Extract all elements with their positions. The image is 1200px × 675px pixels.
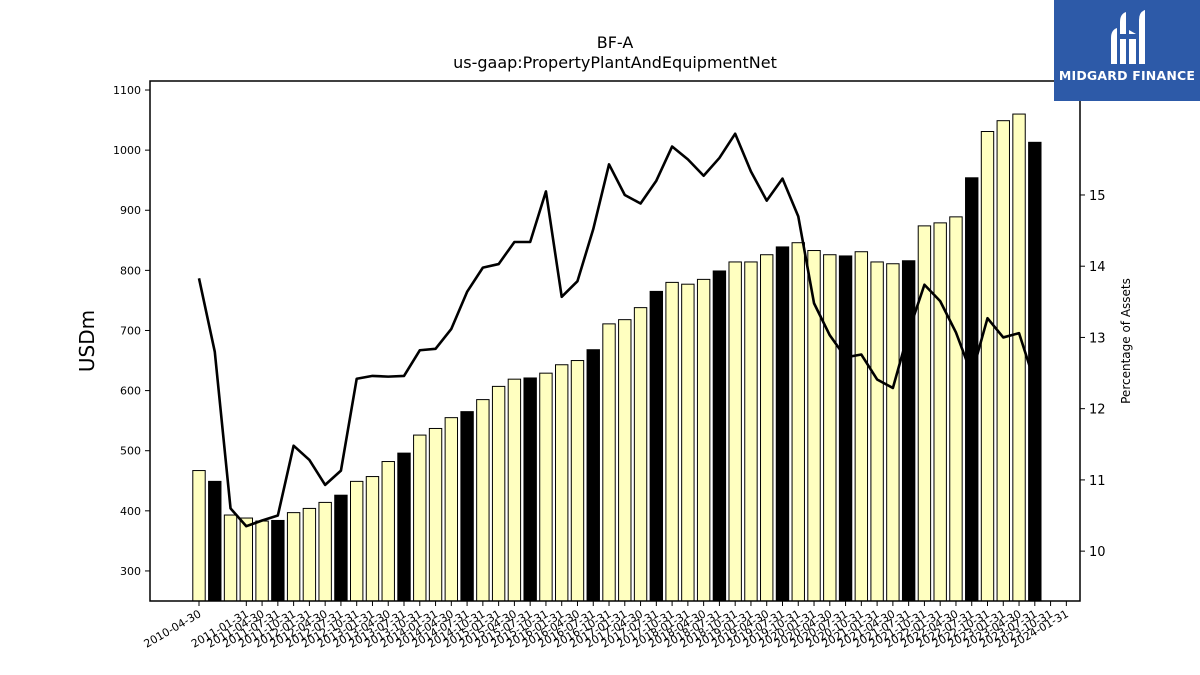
bar	[712, 270, 727, 602]
plot-frame	[149, 80, 1081, 602]
bar	[255, 520, 269, 602]
y2-tick-label: 13	[1089, 331, 1106, 346]
bar	[838, 255, 853, 602]
bar	[823, 254, 837, 602]
x-axis: 2010-04-302011-01-312011-04-302011-07-31…	[142, 601, 1071, 651]
bar	[949, 216, 963, 602]
y-axis-label: USDm	[75, 310, 99, 372]
bar	[507, 378, 522, 602]
y2-tick-label: 11	[1089, 474, 1106, 489]
bar	[728, 261, 742, 602]
y-tick-label: 900	[120, 204, 141, 217]
bar	[223, 514, 238, 602]
bar	[523, 377, 537, 602]
bar	[901, 260, 916, 602]
bar	[239, 517, 254, 602]
y-tick-label: 600	[120, 385, 141, 398]
bar	[696, 278, 711, 602]
bar	[491, 385, 506, 602]
bar	[350, 480, 364, 602]
bar	[413, 434, 427, 602]
bar	[334, 494, 348, 602]
chart-title: BF-A	[597, 33, 634, 52]
right-axis-label: Percentage of Assets	[1119, 278, 1133, 404]
y2-tick-label: 10	[1089, 545, 1106, 560]
percentage-of-assets-line	[197, 132, 1037, 528]
bar	[886, 263, 900, 602]
bar	[570, 360, 585, 602]
y2-tick-label: 12	[1089, 403, 1106, 418]
bar	[271, 519, 285, 602]
bar	[854, 251, 869, 602]
bar	[192, 470, 206, 602]
bar	[428, 427, 443, 602]
bar	[586, 349, 600, 602]
bar	[381, 461, 395, 602]
y2-tick-label: 14	[1089, 260, 1106, 275]
bar	[744, 261, 758, 602]
bar	[917, 225, 932, 602]
right-axis: 10 11 12 13 14 15	[1080, 189, 1106, 560]
y-tick-label: 1100	[113, 84, 141, 97]
bar	[760, 254, 774, 602]
y-tick-label: 500	[120, 445, 141, 458]
bar	[444, 417, 459, 602]
bar	[933, 222, 947, 602]
bar	[555, 364, 569, 602]
bar	[602, 323, 616, 602]
y-tick-label: 800	[120, 264, 141, 277]
bar	[318, 501, 332, 602]
midgard-logo-icon	[1111, 10, 1145, 64]
left-axis: 300 400 500 600 700 800 900 1000 1100	[113, 84, 150, 578]
bar	[286, 512, 301, 602]
bar	[539, 372, 553, 602]
bar	[965, 177, 979, 602]
brand-name: MIDGARD FINANCE	[1058, 68, 1196, 83]
bar	[996, 120, 1010, 602]
bar	[870, 261, 884, 602]
bar	[302, 507, 317, 602]
midgard-logo: MIDGARD FINANCE	[1054, 0, 1200, 101]
bar	[397, 452, 411, 602]
bar	[460, 411, 474, 602]
bar	[365, 476, 380, 602]
y-tick-label: 300	[120, 565, 141, 578]
y-tick-label: 400	[120, 505, 141, 518]
bar	[681, 283, 695, 602]
bar	[775, 246, 790, 602]
bar	[618, 319, 632, 602]
bar	[980, 131, 995, 602]
bar	[208, 480, 222, 602]
bar	[633, 307, 648, 602]
chart-subtitle: us-gaap:PropertyPlantAndEquipmentNet	[453, 53, 777, 72]
bar	[476, 399, 490, 602]
bar	[791, 242, 805, 602]
bar	[649, 290, 664, 602]
bar	[665, 281, 679, 602]
y-tick-label: 700	[120, 324, 141, 337]
y-tick-label: 1000	[113, 144, 141, 157]
bar-series	[192, 113, 1042, 602]
y2-tick-label: 15	[1089, 189, 1106, 204]
bar	[1012, 113, 1026, 602]
